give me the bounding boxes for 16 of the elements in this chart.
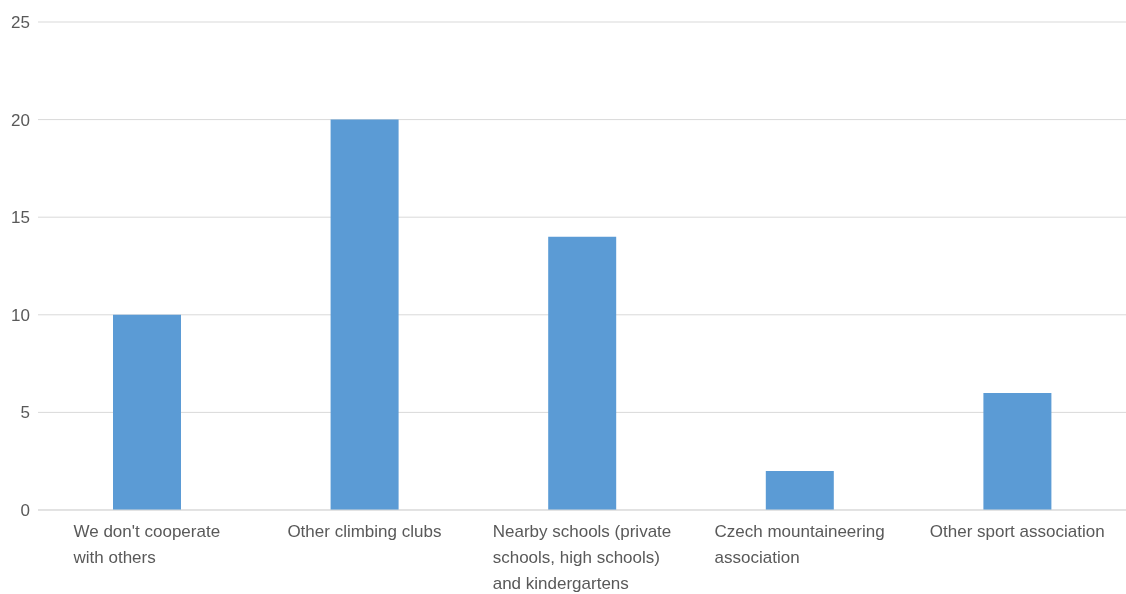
- bar: [765, 470, 834, 510]
- x-tick-label: We don't cooperate with others: [72, 522, 221, 567]
- y-tick-label: 20: [11, 110, 30, 130]
- bar: [113, 314, 181, 510]
- x-tick-label: Other sport association: [929, 522, 1105, 541]
- y-tick-label: 5: [20, 403, 30, 423]
- bar: [330, 119, 399, 510]
- y-tick-label: 25: [11, 13, 30, 33]
- y-tick-label: 10: [11, 305, 30, 325]
- bar: [548, 236, 617, 510]
- x-tick-label: Nearby schools (private schools, high schools) and kindergartens: [492, 522, 672, 593]
- y-tick-label: 15: [11, 208, 30, 228]
- x-tick-label: Czech mountaineering association: [714, 522, 885, 567]
- y-tick-label: 0: [20, 501, 30, 521]
- x-tick-label: Other climbing clubs: [287, 522, 442, 541]
- bar: [983, 392, 1052, 510]
